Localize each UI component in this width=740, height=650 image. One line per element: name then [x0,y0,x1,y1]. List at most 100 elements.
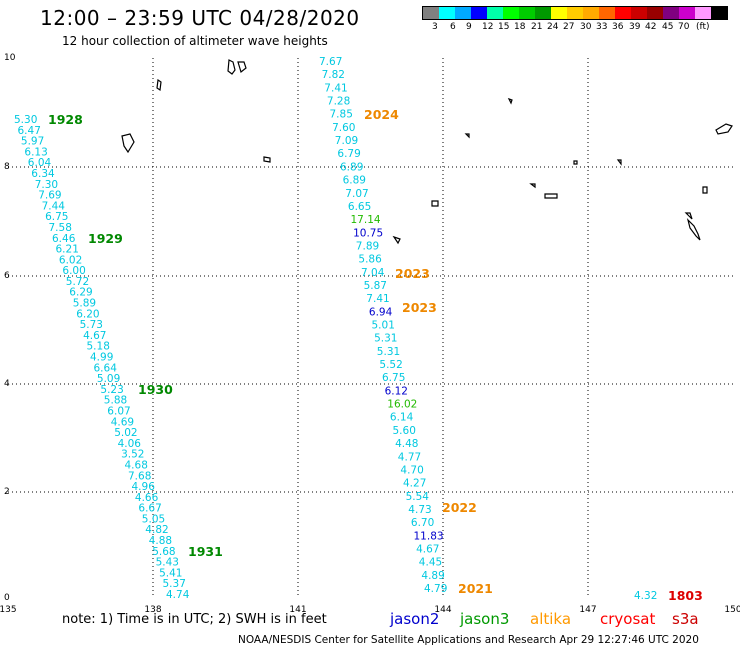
color-scale-label: 9 [466,22,472,32]
wave-height-value: 5.68 [152,546,175,558]
color-swatch [567,7,583,19]
wave-height-value: 5.02 [114,427,137,439]
color-swatch [711,7,727,19]
wave-height-value: 6.04 [28,157,52,169]
wave-height-value: 5.86 [358,254,382,266]
wave-height-value: 17.14 [351,214,381,226]
wave-height-value: 3.52 [121,449,144,461]
wave-height-value: 6.75 [45,211,68,223]
wave-height-value: 5.23 [100,384,123,396]
wave-height-value: 4.66 [135,492,159,504]
wave-height-value: 5.72 [66,276,89,288]
color-scale-label: 6 [450,22,456,32]
coastline [684,212,693,220]
wave-height-value: 6.67 [138,503,161,515]
color-scale-label: 36 [612,22,624,32]
color-scale-label: 70 [678,22,690,32]
wave-height-value: 5.43 [156,557,179,569]
wave-height-value: 6.14 [390,412,414,424]
wave-height-value: 4.45 [419,557,442,569]
wave-height-value: 7.60 [332,122,355,134]
wave-height-value: 4.67 [83,330,106,342]
coastline [156,78,162,92]
color-swatch [615,7,631,19]
color-swatch [599,7,615,19]
x-tick-label: 150 [724,605,740,615]
legend-s3a: s3a [672,610,699,628]
color-swatch [519,7,535,19]
pass-time-label: 2023 [395,266,430,281]
wave-height-value: 4.73 [408,504,431,516]
wave-height-value: 6.13 [24,146,47,158]
color-swatch [503,7,519,19]
wave-height-value: 6.79 [337,148,360,160]
color-scale-bar [422,6,728,20]
wave-height-value: 4.32 [634,590,657,602]
wave-height-value: 7.82 [322,69,345,81]
color-swatch [631,7,647,19]
color-scale-label: 42 [645,22,657,32]
y-tick-label: 6 [4,271,10,281]
wave-height-value: 6.00 [62,265,85,277]
pass-time-label: 2021 [458,581,493,596]
wave-height-value: 11.83 [414,530,444,542]
legend-jason2: jason2 [390,610,440,628]
wave-height-value: 4.74 [166,589,190,601]
coastline-outlines [121,59,733,245]
wave-height-value: 6.70 [411,517,434,529]
x-tick-label: 135 [0,605,17,615]
wave-height-value: 5.52 [379,359,402,371]
wave-height-value: 5.01 [372,320,395,332]
wave-height-value: 4.99 [90,352,113,364]
color-swatch [695,7,711,19]
coastline [392,235,401,245]
color-scale-label: 30 [580,22,592,32]
color-scale-label: 33 [596,22,608,32]
wave-height-value: 4.68 [125,460,148,472]
color-swatch [679,7,695,19]
wave-height-value: 7.30 [35,179,58,191]
coastline [702,186,708,194]
wave-height-value: 7.89 [356,240,379,252]
color-scale-label: 3 [432,22,438,32]
wave-height-value: 10.75 [353,227,383,239]
wave-height-value: 6.65 [348,201,371,213]
coastline [121,133,135,154]
y-tick-label: 8 [4,162,10,172]
wave-height-value: 5.09 [97,373,120,385]
coastline [431,200,439,207]
wave-height-value: 6.46 [52,233,76,245]
pass-time-label: 1931 [188,544,223,559]
coastline [544,193,558,199]
y-tick-label: 10 [4,53,16,63]
coastline [507,97,513,105]
color-scale-label: 27 [563,22,575,32]
pass-time-label: 2023 [402,300,437,315]
wave-height-value: 6.47 [18,125,41,137]
color-scale-label: 12 [482,22,494,32]
wave-height-value: 7.58 [49,222,72,234]
color-swatch [663,7,679,19]
wave-height-value: 7.41 [366,293,389,305]
pass-time-label: 2024 [364,107,399,122]
color-scale-label: 24 [547,22,559,32]
coastline [263,156,271,163]
wave-height-value: 6.29 [69,287,92,299]
wave-height-value: 6.75 [382,372,405,384]
wave-height-value: 6.21 [56,244,79,256]
track-s3a: 4.32 [634,590,657,602]
footnote: note: 1) Time is in UTC; 2) SWH is in fe… [62,612,327,627]
pass-time-label: 1929 [88,231,123,246]
credit-line: NOAA/NESDIS Center for Satellite Applica… [238,634,699,646]
wave-height-value: 5.73 [80,319,103,331]
wave-height-value: 4.06 [118,438,142,450]
color-swatch [487,7,503,19]
wave-height-value: 4.48 [395,438,418,450]
wave-height-value: 4.77 [398,451,421,463]
wave-height-value: 5.60 [393,425,416,437]
color-scale-label: 45 [662,22,674,32]
wave-height-value: 5.41 [159,567,182,579]
coastline [237,61,247,74]
color-scale-label: 18 [514,22,526,32]
